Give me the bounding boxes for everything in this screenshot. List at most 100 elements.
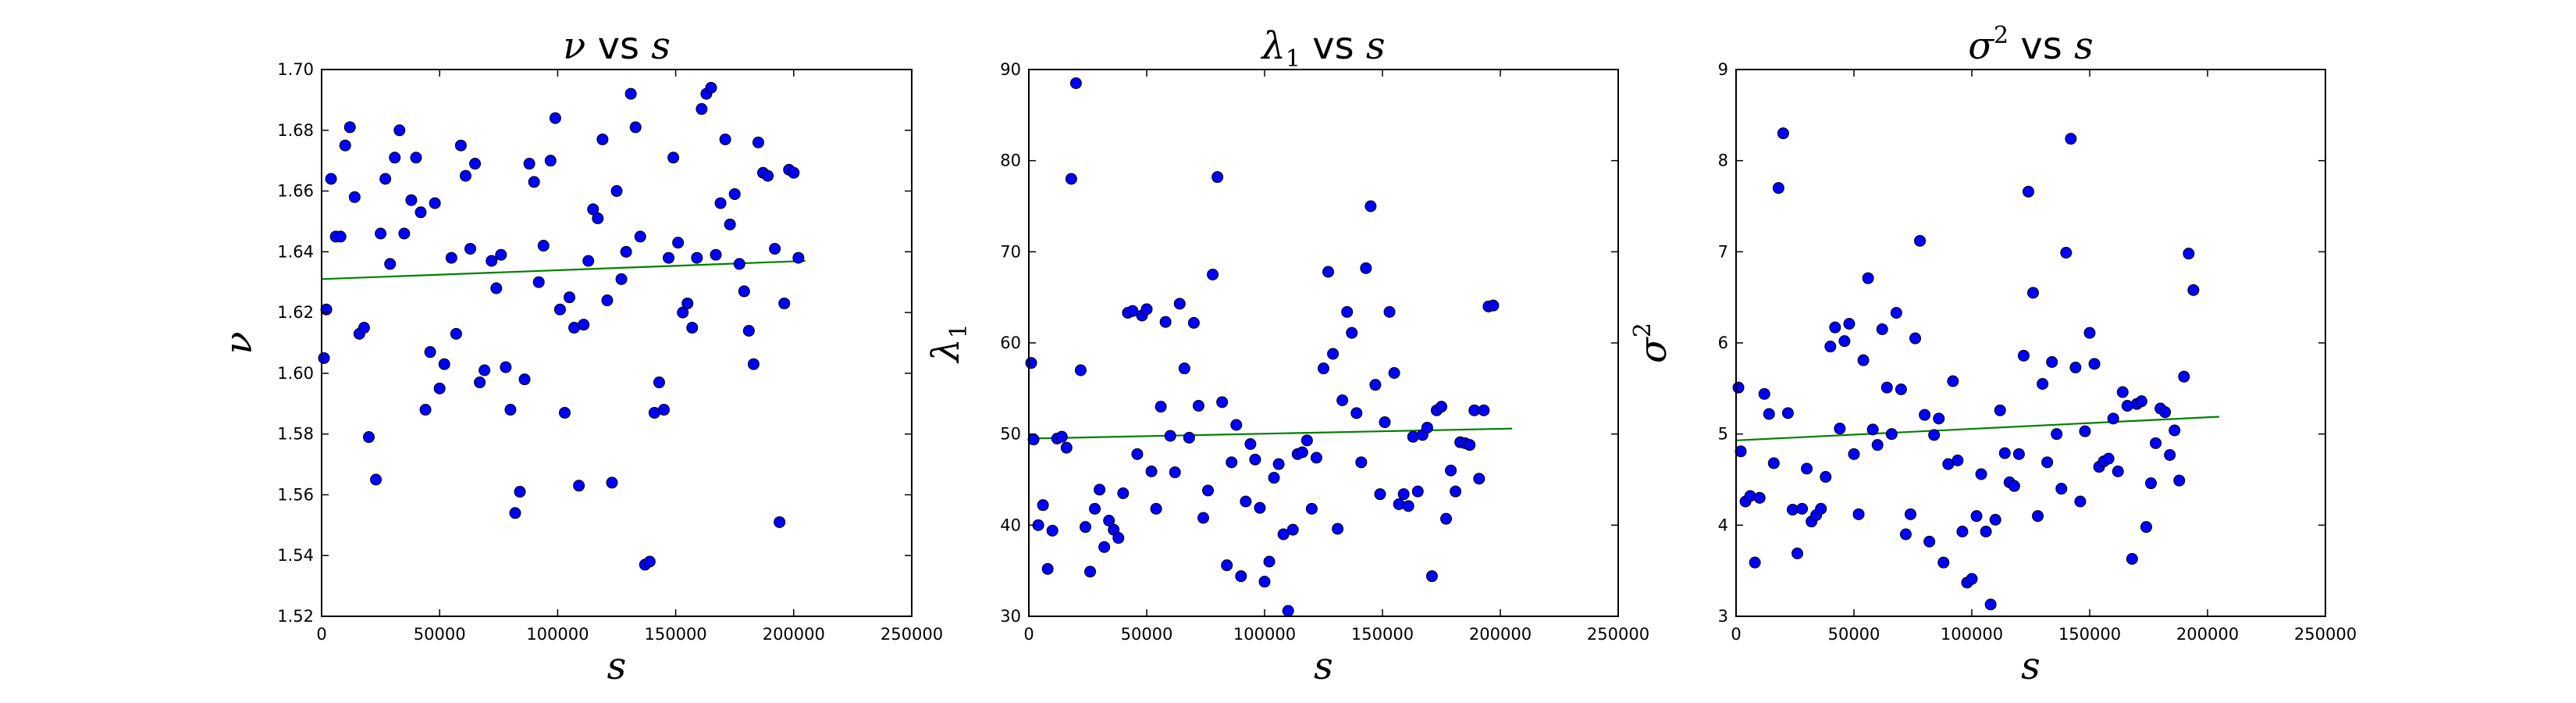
- data-point: [2102, 452, 2115, 465]
- data-point: [1862, 272, 1874, 284]
- data-point: [1084, 566, 1097, 578]
- data-point: [479, 364, 491, 376]
- data-point: [1397, 488, 1410, 501]
- x-tick-label: 50000: [1121, 625, 1173, 644]
- data-point: [1871, 439, 1884, 451]
- data-point: [1777, 127, 1789, 140]
- data-point: [544, 155, 557, 167]
- data-point: [1890, 307, 1902, 319]
- data-point: [1202, 484, 1215, 497]
- data-point: [509, 507, 521, 519]
- data-point: [2022, 185, 2034, 198]
- data-point: [573, 480, 585, 492]
- data-point: [1131, 448, 1144, 460]
- y-axis-label: ν: [217, 331, 261, 354]
- data-point: [1838, 335, 1851, 348]
- y-axis-label: σ2: [1629, 323, 1675, 363]
- data-point: [1781, 407, 1794, 419]
- fit-line: [321, 259, 806, 280]
- data-point: [410, 152, 422, 164]
- data-point: [1332, 523, 1344, 535]
- data-point: [2164, 449, 2176, 461]
- data-point: [1164, 430, 1176, 442]
- y-tick-label: 1.60: [277, 364, 314, 383]
- data-point: [325, 173, 337, 185]
- y-label-superscript: 2: [1629, 323, 1656, 337]
- x-tick-label: 100000: [1233, 625, 1296, 644]
- fit-line: [1028, 427, 1513, 440]
- data-point: [1065, 173, 1077, 185]
- data-point: [1402, 500, 1414, 512]
- data-point: [705, 81, 717, 94]
- data-point: [1796, 502, 1809, 515]
- data-point: [1282, 605, 1294, 617]
- data-point: [578, 319, 590, 331]
- data-point: [1937, 556, 1950, 569]
- data-point: [587, 203, 600, 216]
- data-point: [1994, 404, 2006, 416]
- y-tick-label: 30: [1000, 607, 1021, 626]
- data-point: [681, 297, 694, 309]
- data-point: [2173, 474, 2186, 487]
- y-label-subscript: 1: [945, 323, 973, 338]
- data-point: [1155, 401, 1167, 413]
- title-symbol: σ: [1968, 24, 1994, 68]
- data-point: [696, 103, 708, 116]
- x-axis-label: s: [1314, 644, 1333, 688]
- title-symbol: ν: [563, 24, 585, 68]
- data-point: [1183, 431, 1195, 444]
- y-tick-label: 1.56: [277, 485, 314, 504]
- data-point: [1970, 510, 1983, 523]
- data-point: [2079, 425, 2091, 437]
- x-axis-label: s: [607, 644, 627, 688]
- data-point: [1244, 438, 1257, 450]
- y-tick-label: 8: [1718, 152, 1728, 170]
- data-point: [1296, 446, 1308, 459]
- x-tick-label: 200000: [763, 625, 825, 644]
- data-point: [1178, 362, 1190, 375]
- data-point: [667, 152, 680, 164]
- data-point: [362, 431, 375, 444]
- data-point: [469, 158, 482, 170]
- data-point: [1364, 200, 1377, 212]
- data-point: [1923, 535, 1936, 548]
- data-point: [2041, 456, 2054, 469]
- data-point: [518, 373, 531, 386]
- data-point: [1478, 404, 1490, 416]
- data-point: [1350, 407, 1363, 419]
- data-point: [405, 194, 418, 206]
- y-tick-label: 60: [1000, 334, 1021, 352]
- data-point: [1956, 526, 1969, 537]
- data-point: [1487, 299, 1500, 312]
- data-point: [1263, 555, 1276, 568]
- data-point: [1310, 451, 1322, 464]
- x-tick-label: 200000: [2176, 625, 2239, 644]
- x-tick-label: 250000: [1587, 625, 1649, 644]
- data-point: [653, 376, 665, 389]
- y-tick-label: 4: [1718, 516, 1728, 534]
- data-point: [1197, 512, 1209, 524]
- data-point: [677, 306, 689, 319]
- data-point: [752, 136, 764, 148]
- data-point: [1305, 502, 1318, 515]
- data-point: [1914, 234, 1927, 247]
- data-point: [1772, 182, 1784, 194]
- data-point: [1192, 400, 1204, 412]
- data-point: [1421, 422, 1433, 434]
- y-tick-label: 6: [1718, 334, 1728, 352]
- data-point: [592, 212, 604, 225]
- data-point: [1126, 305, 1139, 317]
- data-point: [1407, 430, 1419, 443]
- data-point: [445, 252, 457, 264]
- data-point: [788, 166, 800, 179]
- data-point: [672, 237, 685, 249]
- fit-line: [1735, 416, 2220, 441]
- data-point: [1767, 457, 1780, 469]
- x-tick-label: 150000: [2058, 625, 2121, 644]
- data-point: [1235, 570, 1247, 583]
- data-point: [2037, 378, 2049, 390]
- data-point: [2055, 483, 2068, 495]
- data-point: [1212, 171, 1224, 184]
- title-subscript: 1: [1286, 45, 1300, 73]
- data-point: [2088, 358, 2101, 370]
